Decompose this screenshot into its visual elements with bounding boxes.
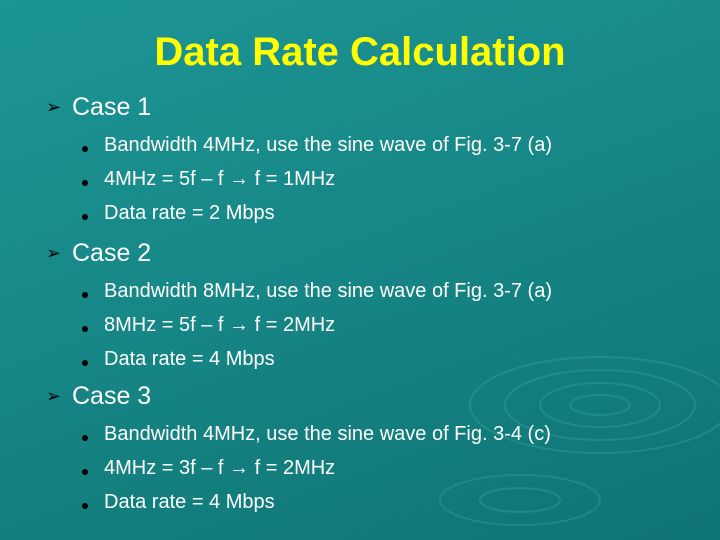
- bullet-text: Data rate = 4 Mbps: [104, 348, 275, 370]
- bullet-dot: [82, 146, 88, 152]
- bullet-dot: [82, 435, 88, 441]
- bullet-dot: [82, 469, 88, 475]
- bullet-dot: [82, 214, 88, 220]
- heading-marker: ➢: [46, 97, 62, 117]
- bullet-text: 4MHz = 5f – f → f = 1MHz: [104, 168, 336, 190]
- bullet-dot: [82, 292, 88, 298]
- bullet-dot: [82, 180, 88, 186]
- bullet-text: Bandwidth 8MHz, use the sine wave of Fig…: [104, 280, 552, 302]
- section-heading: Case 1: [72, 93, 152, 121]
- bullet-text: 8MHz = 5f – f → f = 2MHz: [104, 314, 336, 336]
- slide-title: Data Rate Calculation: [154, 30, 566, 74]
- bullet-text: Data rate = 4 Mbps: [104, 491, 275, 513]
- bullet-dot: [82, 360, 88, 366]
- heading-marker: ➢: [46, 243, 62, 263]
- heading-marker: ➢: [46, 386, 62, 406]
- bullet-text: 4MHz = 3f – f → f = 2MHz: [104, 457, 336, 479]
- bullet-text: Bandwidth 4MHz, use the sine wave of Fig…: [104, 423, 551, 445]
- bullet-text: Data rate = 2 Mbps: [104, 202, 275, 224]
- section-heading: Case 3: [72, 382, 152, 410]
- bullet-dot: [82, 326, 88, 332]
- section-heading: Case 2: [72, 239, 152, 267]
- bullet-dot: [82, 503, 88, 509]
- bullet-text: Bandwidth 4MHz, use the sine wave of Fig…: [104, 134, 552, 156]
